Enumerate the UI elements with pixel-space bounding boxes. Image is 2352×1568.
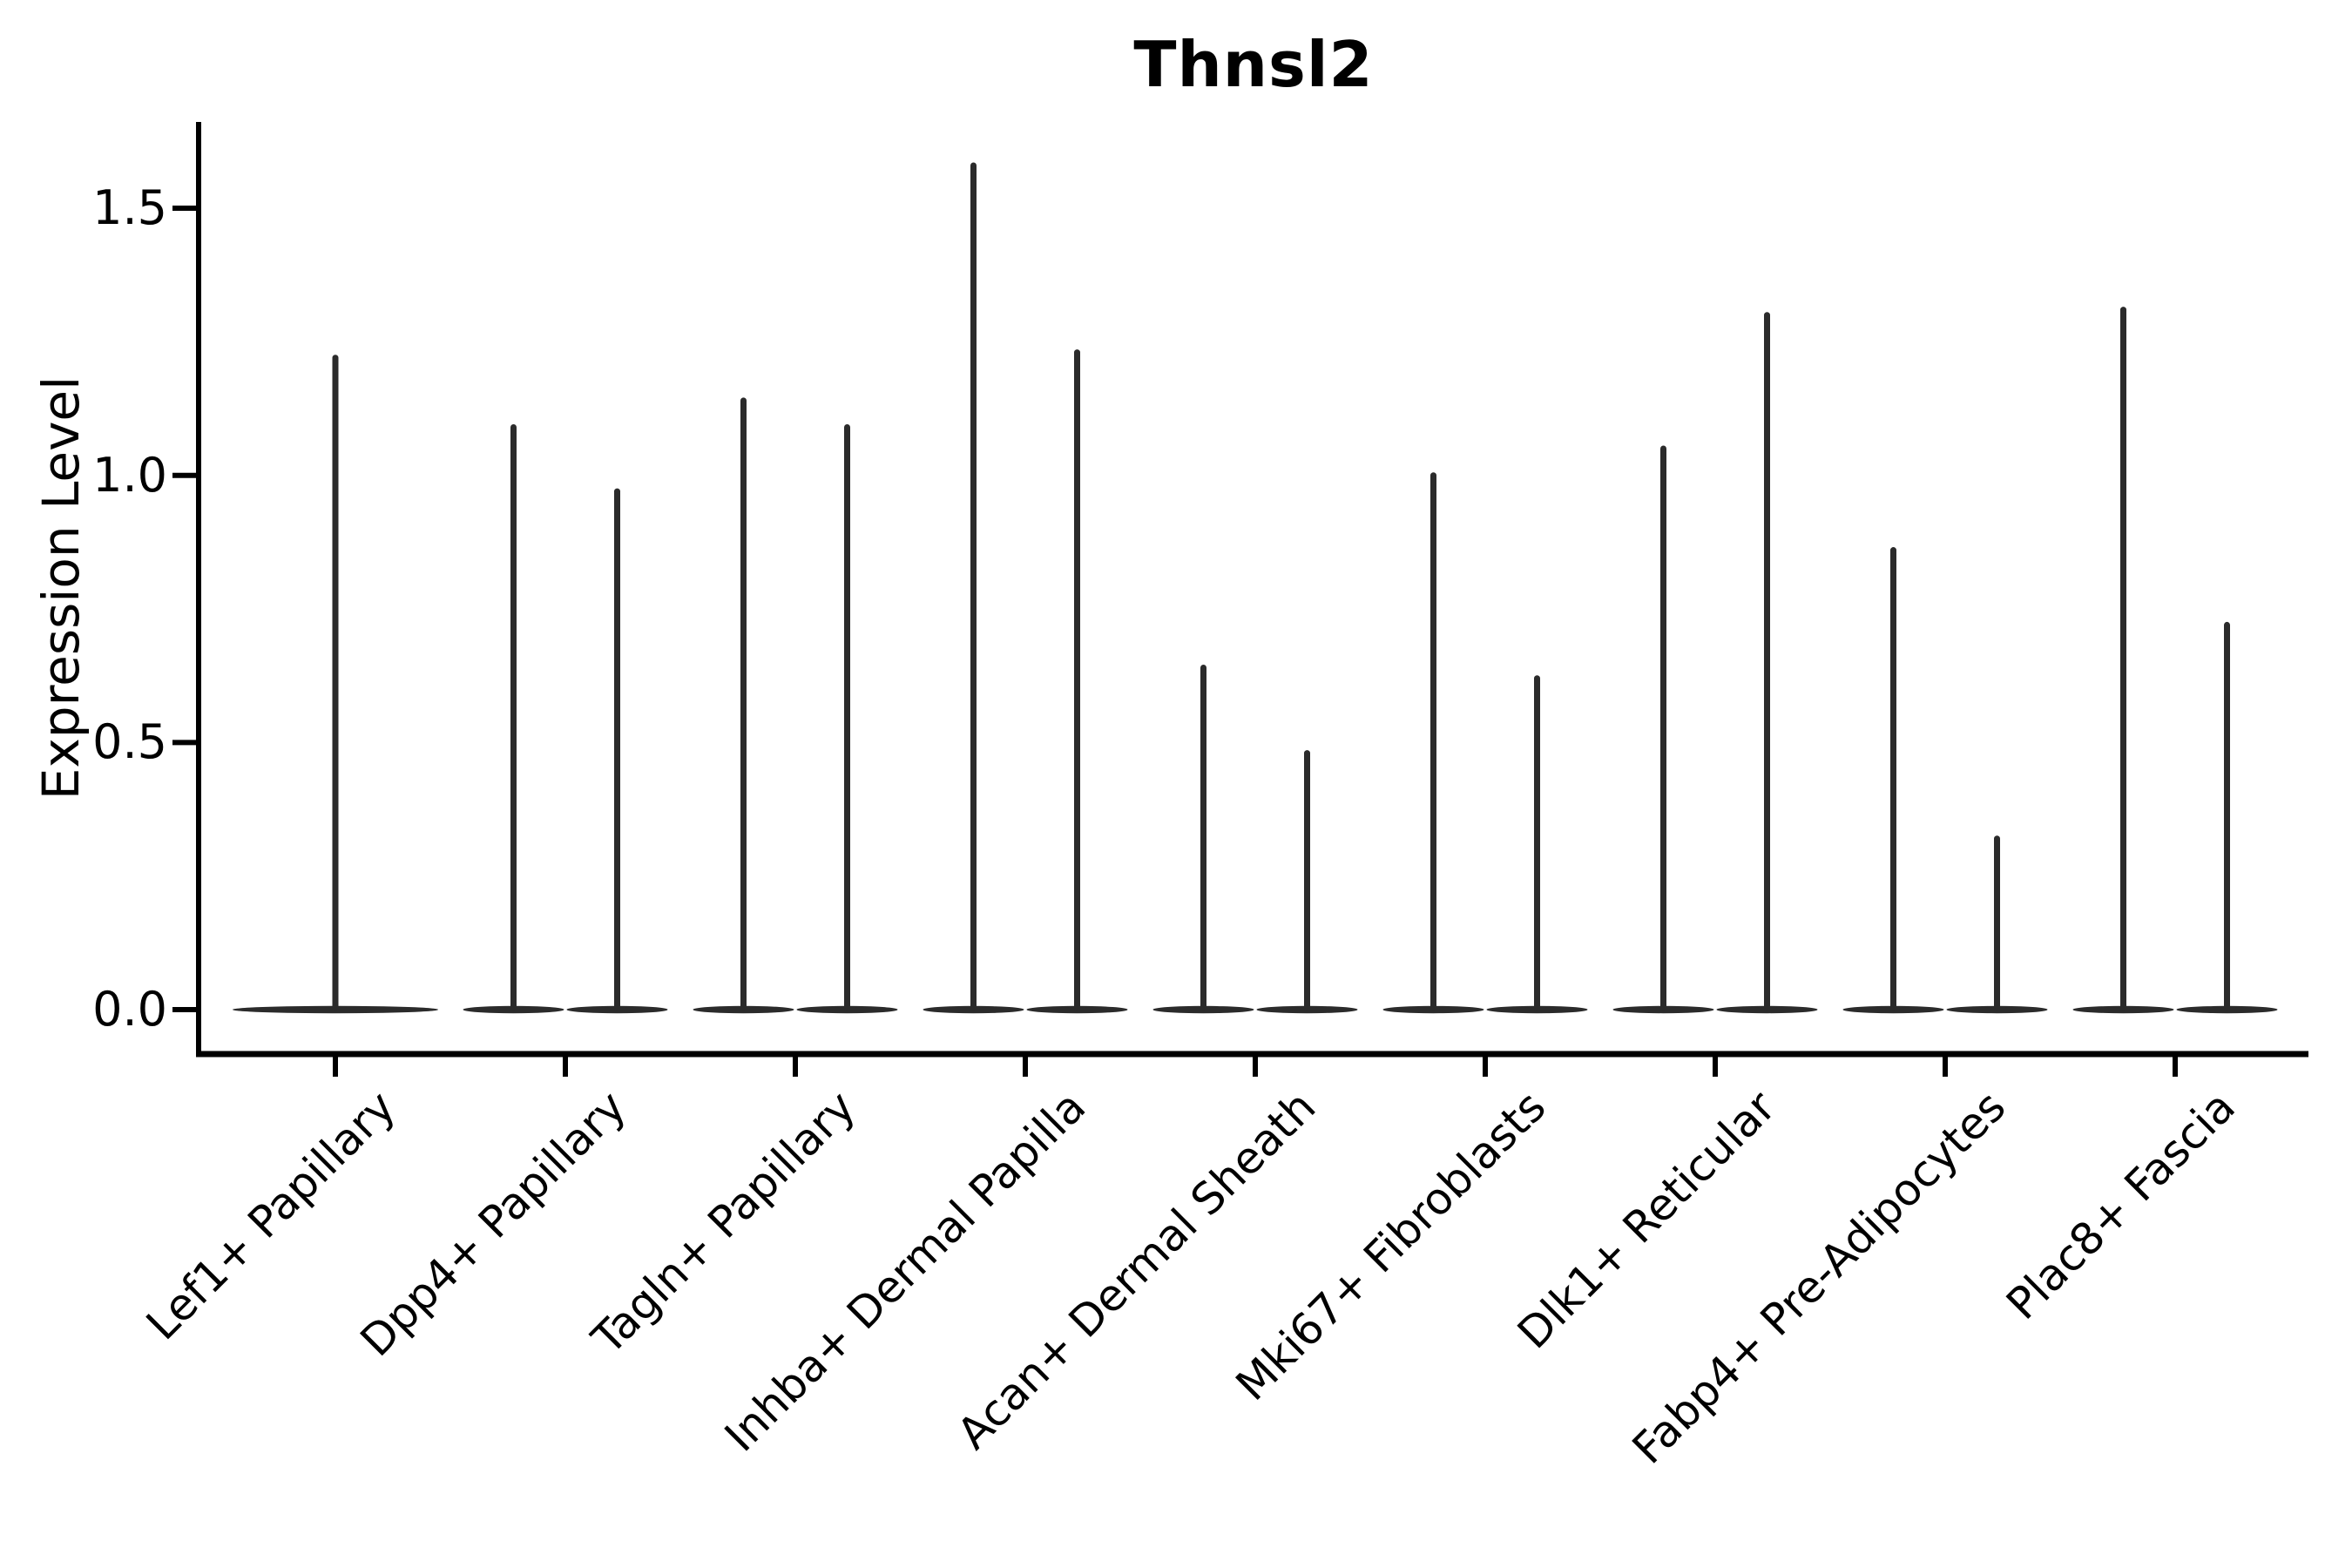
y-tick-label: 1.5 [92, 180, 167, 236]
chart-title: Thnsl2 [1133, 28, 1374, 101]
y-axis-label: Expression Level [31, 375, 91, 801]
y-tick-label: 0.5 [92, 714, 167, 770]
y-tick-label: 0.0 [92, 982, 167, 1037]
y-tick-label: 1.0 [92, 447, 167, 503]
